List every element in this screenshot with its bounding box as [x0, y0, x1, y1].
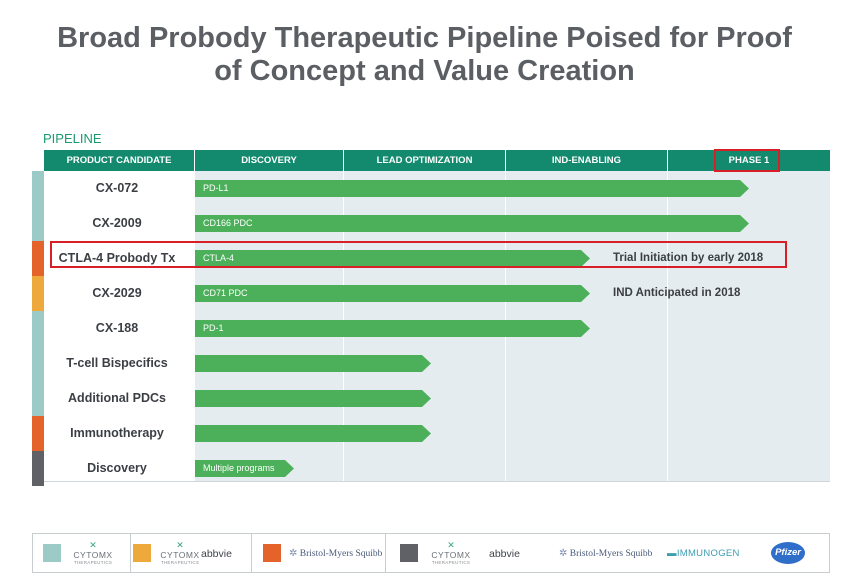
bar-label: CD71 PDC [203, 288, 248, 298]
row-color-stripe [32, 416, 44, 451]
ctla4-highlight-box [50, 241, 787, 268]
cytomx-logo: ✕ CYTOMX THERAPEUTICS [431, 540, 471, 566]
bms-logo: ✲ Bristol-Myers Squibb [289, 548, 383, 559]
bms-star-icon: ✲ [289, 548, 298, 559]
candidate-column-bg [44, 171, 194, 482]
pipeline-header: PRODUCT CANDIDATE DISCOVERY LEAD OPTIMIZ… [44, 150, 830, 171]
bar-arrow-fill [195, 320, 590, 337]
progress-bar: Multiple programs [195, 460, 294, 477]
cytomx-mark-icon: ✕ [447, 540, 455, 550]
cytomx-mark-icon: ✕ [89, 540, 97, 550]
product-candidate-name: Discovery [87, 461, 147, 475]
progress-bar: PD-L1 [195, 180, 749, 197]
header-discovery: DISCOVERY [241, 155, 297, 166]
header-product-candidate: PRODUCT CANDIDATE [66, 155, 172, 166]
title-line-2: of Concept and Value Creation [214, 55, 635, 87]
title-line-1: Broad Probody Therapeutic Pipeline Poise… [57, 22, 792, 54]
cytomx-logo: ✕ CYTOMX THERAPEUTICS [73, 540, 113, 566]
product-candidate-name: Additional PDCs [68, 391, 166, 405]
immunogen-mark-icon: ▬ [667, 548, 677, 559]
progress-bar [195, 355, 431, 372]
legend-swatch-amber [133, 544, 151, 562]
row-color-stripe [32, 206, 44, 241]
bms-star-icon: ✲ [559, 548, 568, 559]
milestone-note: Trial Initiation by early 2018 [613, 252, 764, 264]
legend-divider [130, 534, 131, 572]
bar-arrow-shape [195, 250, 590, 267]
bar-arrow-fill [195, 425, 431, 442]
bar-arrow-fill [195, 285, 590, 302]
legend-swatch-teal [43, 544, 61, 562]
immunogen-logo: ▬IMMUNOGEN [667, 548, 740, 559]
grid-bottom-line [44, 481, 830, 482]
bar-arrow-shape [195, 460, 294, 477]
pipeline-section-label: PIPELINE [43, 131, 102, 146]
bar-arrow-fill [195, 460, 294, 477]
progress-bar [195, 390, 431, 407]
product-candidate-name: CX-2009 [92, 216, 142, 230]
bar-arrow-fill [195, 250, 590, 267]
product-candidate-name: CX-2029 [92, 286, 142, 300]
header-lead-optimization: LEAD OPTIMIZATION [376, 155, 473, 166]
legend-divider [385, 534, 386, 572]
legend-swatch-orange [263, 544, 281, 562]
abbvie-logo: abbvie [201, 548, 232, 560]
product-candidate-name: CX-188 [95, 321, 139, 335]
header-phase1: PHASE 1 [728, 155, 770, 166]
cytomx-logo: ✕ CYTOMX THERAPEUTICS [160, 540, 200, 566]
row-color-stripe [32, 451, 44, 486]
progress-bar: CTLA-4 [195, 250, 590, 267]
row-color-stripe [32, 241, 44, 276]
header-ind-enabling: IND-ENABLING [551, 155, 622, 166]
header-divider [505, 150, 506, 171]
row-color-stripe [32, 171, 44, 206]
header-divider [667, 150, 668, 171]
page-title: Broad Probody Therapeutic Pipeline Poise… [0, 22, 849, 88]
milestone-note: IND Anticipated in 2018 [613, 287, 741, 299]
bar-arrow-shape [195, 320, 590, 337]
progress-bar: CD166 PDC [195, 215, 749, 232]
bar-arrow-fill [195, 180, 749, 197]
bar-arrow-shape [195, 285, 590, 302]
product-candidate-name: CX-072 [95, 181, 139, 195]
bar-label: PD-1 [203, 323, 224, 333]
bar-arrow-shape [195, 180, 749, 197]
row-color-stripe [32, 381, 44, 416]
progress-bar: CD71 PDC [195, 285, 590, 302]
legend-divider [251, 534, 252, 572]
bar-arrow-fill [195, 390, 431, 407]
progress-bar [195, 425, 431, 442]
abbvie-logo: abbvie [489, 548, 520, 560]
bar-arrow-shape [195, 215, 749, 232]
bar-label: CTLA-4 [203, 253, 235, 263]
bar-arrow-shape [195, 425, 431, 442]
bar-arrow-fill [195, 215, 749, 232]
partner-legend: ✕ CYTOMX THERAPEUTICS ✕ CYTOMX THERAPEUT… [32, 533, 830, 573]
bar-arrow-shape [195, 390, 431, 407]
row-color-stripe [32, 276, 44, 311]
phase1-highlight-box [714, 149, 780, 172]
pfizer-logo: Pfizer [771, 542, 805, 564]
bms-logo: ✲ Bristol-Myers Squibb [559, 548, 653, 559]
bar-label: CD166 PDC [203, 218, 253, 228]
row-color-stripe [32, 346, 44, 381]
bar-label: PD-L1 [203, 183, 229, 193]
progress-bar: PD-1 [195, 320, 590, 337]
product-candidate-name: CTLA-4 Probody Tx [58, 251, 176, 265]
product-candidate-name: Immunotherapy [70, 426, 164, 440]
bar-arrow-shape [195, 355, 431, 372]
header-divider [194, 150, 195, 171]
cytomx-mark-icon: ✕ [176, 540, 184, 550]
header-divider [343, 150, 344, 171]
legend-swatch-gray [400, 544, 418, 562]
bar-arrow-fill [195, 355, 431, 372]
bar-label: Multiple programs [203, 463, 275, 473]
product-candidate-name: T-cell Bispecifics [66, 356, 168, 370]
row-color-stripe [32, 311, 44, 346]
